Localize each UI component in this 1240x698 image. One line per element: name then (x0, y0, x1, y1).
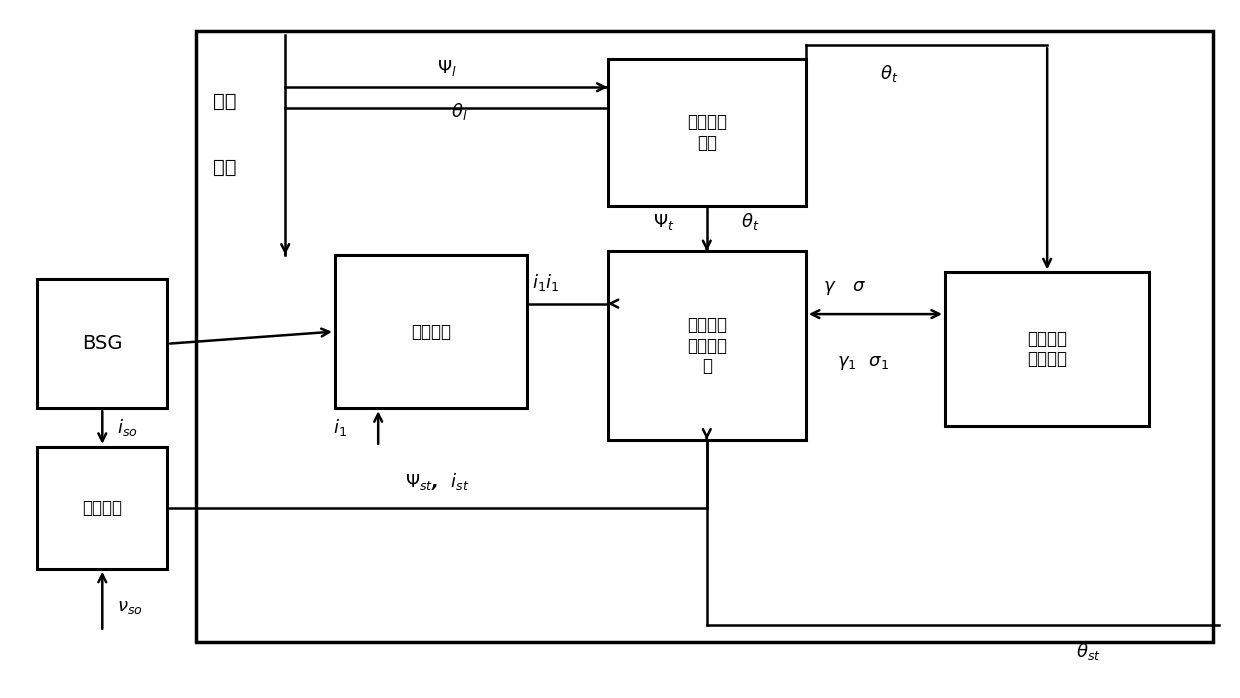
Text: 数据处理
模块: 数据处理 模块 (687, 113, 727, 152)
Text: 预测: 预测 (213, 91, 237, 111)
Text: $\Psi_l$: $\Psi_l$ (436, 58, 456, 77)
Bar (335, 255, 527, 408)
Bar (37, 447, 167, 569)
Text: $\theta_l$: $\theta_l$ (450, 101, 467, 122)
Text: $i_1$: $i_1$ (334, 417, 347, 438)
Text: $i_1$: $i_1$ (544, 272, 559, 293)
Text: $\theta_t$: $\theta_t$ (880, 63, 899, 84)
Text: $\theta_t$: $\theta_t$ (742, 211, 759, 232)
Text: $i_1$: $i_1$ (532, 272, 547, 293)
Text: 模块: 模块 (213, 158, 237, 177)
Text: $\gamma_1$  $\sigma_1$: $\gamma_1$ $\sigma_1$ (837, 354, 889, 372)
Text: $i_{so}$: $i_{so}$ (117, 417, 138, 438)
Text: BSG: BSG (82, 334, 123, 353)
Text: $\theta_{st}$: $\theta_{st}$ (1076, 641, 1101, 662)
Text: $\Psi_{st}$,  $i_{st}$: $\Psi_{st}$, $i_{st}$ (404, 470, 470, 492)
Text: $\nu_{so}$: $\nu_{so}$ (117, 598, 143, 616)
Text: $\gamma$   $\sigma$: $\gamma$ $\sigma$ (823, 279, 866, 297)
Text: 除噪模块: 除噪模块 (82, 499, 123, 517)
Bar (945, 272, 1149, 426)
Bar (608, 251, 806, 440)
Bar (196, 31, 1213, 642)
Text: 仿真模块: 仿真模块 (410, 322, 451, 341)
Text: 最小二乘
支持向量
机: 最小二乘 支持向量 机 (687, 315, 727, 376)
Bar (37, 279, 167, 408)
Text: $\Psi_t$: $\Psi_t$ (652, 211, 675, 232)
Text: 蚁群算法
优化模块: 蚁群算法 优化模块 (1027, 329, 1068, 369)
Bar (608, 59, 806, 206)
